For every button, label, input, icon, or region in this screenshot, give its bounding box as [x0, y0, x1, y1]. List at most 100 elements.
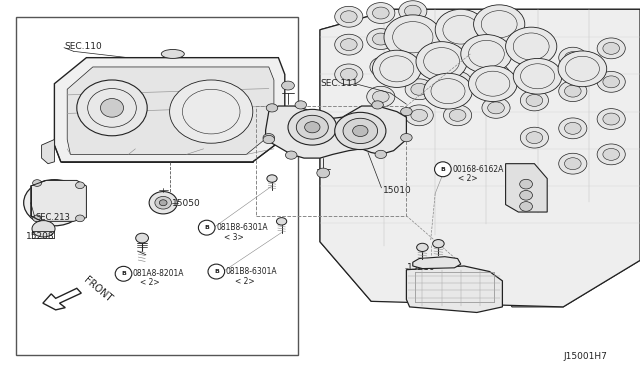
- Ellipse shape: [136, 233, 148, 243]
- Ellipse shape: [33, 180, 42, 186]
- Ellipse shape: [411, 83, 428, 95]
- Text: 081A8-8201A: 081A8-8201A: [132, 269, 184, 278]
- Ellipse shape: [404, 5, 421, 17]
- Ellipse shape: [372, 101, 383, 109]
- Ellipse shape: [520, 57, 548, 77]
- Text: FRONT: FRONT: [81, 275, 113, 304]
- Ellipse shape: [520, 202, 532, 211]
- Text: < 2>: < 2>: [458, 174, 477, 183]
- Text: J15001H7: J15001H7: [563, 352, 607, 361]
- Ellipse shape: [372, 91, 389, 103]
- Ellipse shape: [488, 102, 504, 114]
- Ellipse shape: [597, 144, 625, 165]
- Ellipse shape: [335, 64, 363, 85]
- Ellipse shape: [526, 94, 543, 106]
- Polygon shape: [67, 67, 274, 154]
- Ellipse shape: [335, 112, 386, 150]
- Ellipse shape: [559, 118, 587, 139]
- Text: SEC.110: SEC.110: [64, 42, 102, 51]
- Ellipse shape: [424, 73, 472, 109]
- Ellipse shape: [597, 71, 625, 92]
- Text: B: B: [121, 271, 126, 276]
- Polygon shape: [43, 288, 81, 310]
- Ellipse shape: [33, 187, 76, 219]
- Ellipse shape: [33, 215, 42, 222]
- Ellipse shape: [564, 122, 581, 134]
- Text: < 2>: < 2>: [140, 278, 159, 287]
- Ellipse shape: [526, 61, 543, 73]
- Ellipse shape: [77, 80, 147, 136]
- Text: 15050: 15050: [172, 199, 200, 208]
- Ellipse shape: [526, 132, 543, 144]
- Ellipse shape: [513, 58, 562, 94]
- Ellipse shape: [49, 199, 60, 206]
- Polygon shape: [413, 257, 461, 269]
- Text: 15208: 15208: [26, 232, 54, 241]
- Bar: [256, 106, 406, 216]
- Ellipse shape: [149, 192, 177, 214]
- Ellipse shape: [564, 158, 581, 170]
- Ellipse shape: [401, 134, 412, 142]
- Ellipse shape: [266, 104, 278, 112]
- Text: B: B: [204, 225, 209, 230]
- Ellipse shape: [597, 109, 625, 129]
- Ellipse shape: [370, 112, 398, 133]
- Ellipse shape: [444, 105, 472, 126]
- Ellipse shape: [435, 9, 486, 50]
- Ellipse shape: [340, 39, 357, 51]
- Ellipse shape: [564, 52, 581, 64]
- Text: SEC.111: SEC.111: [320, 79, 358, 88]
- Ellipse shape: [367, 29, 395, 49]
- Ellipse shape: [482, 97, 510, 118]
- Ellipse shape: [198, 220, 215, 235]
- Ellipse shape: [405, 105, 433, 126]
- Ellipse shape: [170, 80, 253, 143]
- Polygon shape: [406, 266, 502, 312]
- Ellipse shape: [100, 99, 124, 117]
- Ellipse shape: [488, 68, 504, 80]
- Ellipse shape: [405, 79, 433, 100]
- Polygon shape: [320, 9, 640, 307]
- Ellipse shape: [155, 196, 172, 209]
- Ellipse shape: [559, 81, 587, 102]
- Ellipse shape: [159, 200, 167, 206]
- Ellipse shape: [317, 168, 330, 178]
- Ellipse shape: [559, 47, 587, 68]
- Ellipse shape: [564, 85, 581, 97]
- Ellipse shape: [335, 6, 363, 27]
- Text: < 3>: < 3>: [224, 233, 244, 242]
- Ellipse shape: [558, 51, 607, 87]
- Ellipse shape: [520, 127, 548, 148]
- Ellipse shape: [372, 7, 389, 19]
- Ellipse shape: [597, 38, 625, 59]
- Ellipse shape: [520, 179, 532, 189]
- Ellipse shape: [603, 148, 620, 160]
- Ellipse shape: [416, 42, 467, 81]
- Ellipse shape: [405, 47, 433, 68]
- Ellipse shape: [276, 218, 287, 225]
- Text: 15010: 15010: [383, 186, 412, 195]
- Ellipse shape: [76, 215, 84, 222]
- Bar: [16, 17, 298, 355]
- Ellipse shape: [208, 264, 225, 279]
- Ellipse shape: [376, 61, 392, 73]
- Text: < 2>: < 2>: [235, 277, 255, 286]
- Ellipse shape: [343, 118, 378, 144]
- Ellipse shape: [305, 122, 320, 133]
- Ellipse shape: [506, 27, 557, 66]
- Ellipse shape: [282, 81, 294, 90]
- Ellipse shape: [340, 68, 357, 80]
- Ellipse shape: [603, 42, 620, 54]
- Ellipse shape: [376, 117, 392, 129]
- Polygon shape: [54, 58, 285, 162]
- Polygon shape: [42, 140, 54, 164]
- Ellipse shape: [375, 150, 387, 158]
- Ellipse shape: [603, 76, 620, 88]
- Polygon shape: [266, 106, 406, 158]
- Text: SEC.213: SEC.213: [35, 213, 70, 222]
- Text: B: B: [440, 167, 445, 172]
- Ellipse shape: [263, 134, 275, 142]
- Ellipse shape: [367, 3, 395, 23]
- Text: 081B8-6301A: 081B8-6301A: [216, 223, 268, 232]
- Text: 081B8-6301A: 081B8-6301A: [226, 267, 278, 276]
